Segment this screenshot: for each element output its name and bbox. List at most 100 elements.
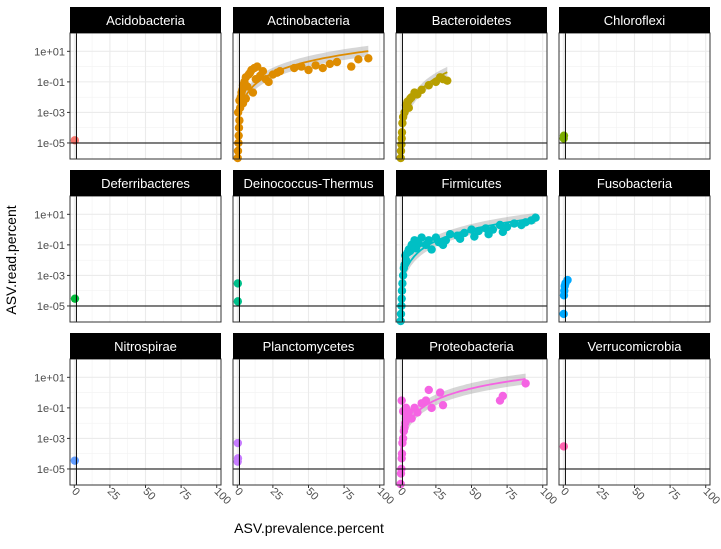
- x-tick-label: 50: [466, 486, 483, 503]
- facet-strip-label: Planctomycetes: [263, 339, 355, 354]
- data-point: [421, 396, 431, 405]
- facet-panel: Verrucomicrobia 0 25 50 75 100: [558, 333, 721, 507]
- data-point: [248, 88, 258, 97]
- facet-strip: [559, 7, 710, 33]
- data-point: [427, 403, 436, 413]
- data-point: [233, 146, 243, 156]
- x-axis-title: ASV.prevalence.percent: [234, 520, 384, 536]
- facet-strip: [559, 333, 710, 359]
- y-tick-label: 1e-05: [37, 464, 65, 476]
- x-tick-label: 75: [502, 486, 519, 503]
- x-tick-label: 0: [395, 486, 408, 499]
- x-tick-label: 0: [69, 486, 82, 499]
- data-point: [233, 279, 243, 288]
- data-point: [438, 400, 448, 410]
- data-point: [563, 275, 572, 285]
- data-point: [397, 134, 406, 143]
- data-point: [455, 234, 465, 243]
- data-point: [290, 63, 299, 73]
- x-tick-label: 100: [375, 486, 396, 507]
- x-tick-label: 0: [558, 486, 571, 499]
- data-point: [407, 414, 416, 423]
- y-axis-title: ASV.read.percent: [3, 205, 19, 314]
- y-tick-label: 1e-03: [37, 107, 65, 119]
- data-point: [424, 81, 433, 90]
- x-tick-label: 25: [268, 486, 285, 503]
- data-point: [304, 65, 313, 75]
- data-point: [427, 245, 436, 254]
- data-point: [396, 309, 406, 319]
- facet-strip: [396, 170, 547, 196]
- facet-panel: Acidobacteria 1e+01 1e-01 1e-03 1e-05: [34, 7, 222, 160]
- x-tick-label: 75: [339, 486, 356, 503]
- data-point: [347, 62, 356, 71]
- facet-strip-label: Verrucomicrobia: [588, 339, 683, 354]
- facet-strip-label: Fusobacteria: [597, 176, 673, 191]
- data-point: [233, 438, 243, 448]
- data-point: [424, 385, 433, 395]
- facet-strip-label: Deferribacteres: [101, 176, 190, 191]
- data-point: [498, 227, 508, 237]
- facet-strip-label: Actinobacteria: [267, 13, 350, 28]
- data-point: [413, 408, 422, 417]
- data-point: [443, 76, 452, 85]
- x-tick-label: 100: [212, 486, 233, 507]
- y-tick-label: 1e-03: [37, 270, 65, 282]
- data-point: [445, 229, 455, 239]
- data-point: [318, 63, 327, 73]
- facet-strip: [233, 7, 384, 33]
- x-tick-label: 25: [594, 486, 611, 503]
- facet-panel: Planctomycetes 0 25 50 75 100: [232, 333, 396, 507]
- data-point: [253, 62, 262, 71]
- facet-panel: Bacteroidetes: [395, 7, 548, 163]
- data-point: [264, 77, 273, 87]
- data-point: [434, 237, 443, 247]
- y-tick-label: 1e-05: [37, 138, 65, 150]
- x-tick-label: 50: [140, 486, 157, 503]
- data-point: [234, 131, 243, 140]
- x-tick-label: 0: [232, 486, 245, 499]
- data-point: [559, 131, 569, 140]
- data-point: [441, 236, 451, 245]
- y-tick-label: 1e-01: [37, 403, 65, 415]
- facet-strip-label: Firmicutes: [442, 176, 502, 191]
- data-point: [559, 309, 568, 319]
- data-point: [531, 213, 540, 222]
- facet-strip-label: Bacteroidetes: [432, 13, 512, 28]
- data-point: [417, 85, 426, 95]
- facet-strip: [233, 333, 384, 359]
- x-tick-label: 50: [629, 486, 646, 503]
- data-point: [332, 57, 342, 67]
- data-point: [521, 379, 530, 388]
- data-point: [255, 71, 265, 80]
- data-point: [498, 391, 508, 401]
- data-point: [470, 232, 479, 241]
- facet-panel: Actinobacteria: [232, 7, 385, 163]
- x-tick-label: 75: [665, 486, 682, 503]
- facet-strip-label: Deinococcus-Thermus: [243, 176, 374, 191]
- facet-strip: [233, 170, 384, 196]
- facet-strip-label: Acidobacteria: [106, 13, 186, 28]
- facet-strip: [70, 7, 221, 33]
- y-tick-label: 1e-01: [37, 77, 65, 89]
- data-point: [243, 82, 252, 91]
- data-point: [510, 219, 519, 228]
- data-point: [297, 62, 306, 71]
- data-point: [559, 442, 569, 451]
- data-point: [70, 294, 80, 303]
- data-point: [397, 396, 406, 405]
- y-tick-label: 1e-05: [37, 301, 65, 313]
- facet-strip: [70, 333, 221, 359]
- facet-panel: Deinococcus-Thermus: [232, 170, 385, 323]
- x-tick-label: 25: [431, 486, 448, 503]
- data-point: [414, 239, 423, 248]
- data-point: [364, 54, 373, 63]
- facet-panel: Nitrospirae 1e+01 1e-01 1e-03 1e-05 0 25 50 75 10…: [34, 333, 233, 507]
- x-tick-label: 75: [176, 486, 193, 503]
- data-point: [467, 225, 476, 234]
- data-point: [398, 271, 408, 280]
- data-point: [435, 388, 445, 397]
- x-tick-label: 100: [538, 486, 559, 507]
- data-point: [396, 146, 406, 156]
